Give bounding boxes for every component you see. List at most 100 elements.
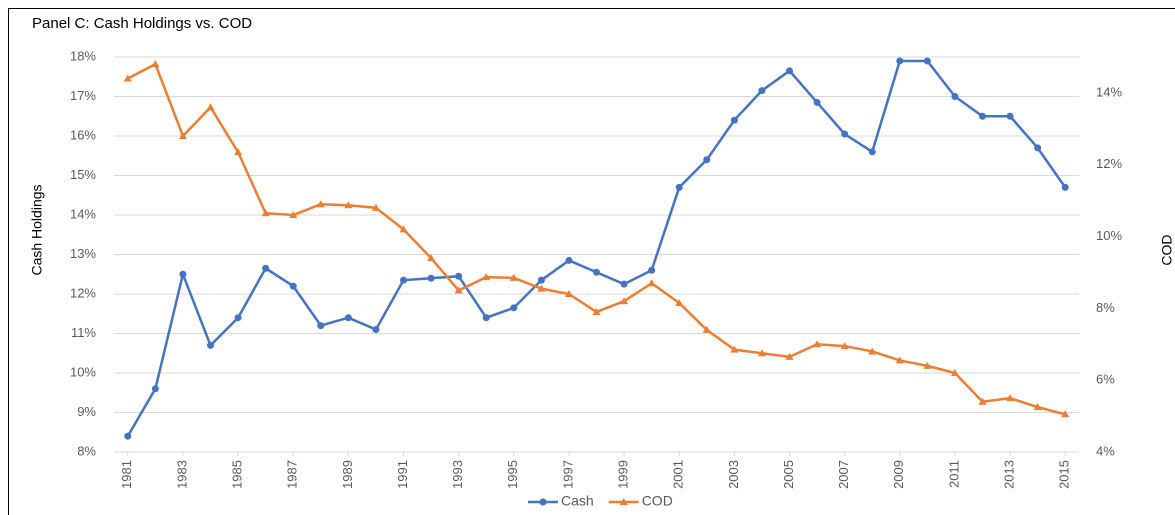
y-tick-label: 10% <box>70 364 96 379</box>
x-tick-label: 1997 <box>560 460 575 489</box>
y2-tick-label: 12% <box>1096 156 1122 171</box>
marker <box>151 385 159 393</box>
marker <box>675 298 684 306</box>
y-tick-label: 12% <box>70 285 96 300</box>
legend-marker <box>619 498 628 505</box>
x-tick-label: 1985 <box>230 460 245 489</box>
marker <box>179 270 187 278</box>
marker <box>730 116 738 124</box>
y2-tick-label: 14% <box>1096 84 1122 99</box>
marker <box>371 203 380 211</box>
y-tick-label: 17% <box>70 88 96 103</box>
marker <box>813 98 821 106</box>
marker <box>1006 394 1015 402</box>
y-tick-label: 16% <box>70 127 96 142</box>
chart-title: Panel C: Cash Holdings vs. COD <box>32 15 252 32</box>
marker <box>234 314 242 322</box>
chart-frame <box>8 8 1175 515</box>
marker <box>206 103 215 111</box>
marker <box>620 280 628 288</box>
marker <box>316 200 325 208</box>
marker <box>400 276 407 284</box>
marker <box>951 93 959 100</box>
marker <box>895 356 904 364</box>
marker <box>289 282 297 290</box>
marker <box>178 132 187 139</box>
marker <box>702 325 711 333</box>
marker <box>757 349 766 357</box>
y2-tick-label: 6% <box>1096 372 1115 387</box>
y-axis-title: Cash Holdings <box>29 184 45 275</box>
marker <box>813 340 822 348</box>
marker <box>647 279 656 287</box>
marker <box>427 274 435 282</box>
legend-label: COD <box>642 493 673 509</box>
marker <box>979 112 986 120</box>
x-tick-label: 1987 <box>285 460 300 489</box>
marker <box>372 326 380 334</box>
x-tick-label: 2013 <box>1002 460 1017 489</box>
marker <box>124 432 132 440</box>
marker <box>510 304 518 312</box>
marker <box>786 67 793 75</box>
y-tick-label: 8% <box>77 443 96 458</box>
marker <box>262 264 270 272</box>
marker <box>868 148 876 156</box>
marker <box>537 276 545 284</box>
marker <box>455 272 463 280</box>
y2-tick-label: 8% <box>1096 300 1115 315</box>
marker <box>289 211 298 218</box>
marker <box>950 369 959 376</box>
y2-tick-label: 10% <box>1096 228 1122 243</box>
legend-label: Cash <box>561 493 594 509</box>
marker <box>344 201 353 209</box>
marker <box>978 397 987 405</box>
y-tick-label: 13% <box>70 246 96 261</box>
marker <box>564 290 573 297</box>
marker <box>703 156 711 164</box>
y-tick-label: 15% <box>70 167 96 182</box>
marker <box>207 341 214 349</box>
y-tick-label: 9% <box>77 404 96 419</box>
marker <box>454 286 463 294</box>
x-tick-label: 1995 <box>505 460 520 489</box>
marker <box>234 148 243 156</box>
marker <box>592 307 601 315</box>
marker <box>482 314 490 322</box>
x-tick-label: 1981 <box>119 460 134 489</box>
marker <box>841 130 849 138</box>
marker <box>1033 403 1042 411</box>
marker <box>923 57 931 65</box>
marker <box>1034 144 1042 152</box>
x-tick-label: 2001 <box>671 460 686 489</box>
x-tick-label: 2003 <box>726 460 741 489</box>
marker <box>840 342 849 350</box>
marker <box>620 297 629 305</box>
marker <box>730 345 739 353</box>
marker <box>344 314 352 322</box>
x-tick-label: 2009 <box>891 460 906 489</box>
y-tick-label: 18% <box>70 48 96 63</box>
x-tick-label: 2015 <box>1057 460 1072 489</box>
x-tick-label: 2005 <box>781 460 796 489</box>
y-tick-label: 11% <box>71 325 96 340</box>
y-tick-label: 14% <box>70 206 96 221</box>
x-tick-label: 1993 <box>450 460 465 489</box>
marker <box>896 57 904 65</box>
marker <box>261 209 270 217</box>
x-tick-label: 1991 <box>395 460 410 489</box>
marker <box>648 266 656 274</box>
x-tick-label: 2007 <box>836 460 851 489</box>
marker <box>399 225 408 233</box>
y2-tick-label: 4% <box>1096 443 1115 458</box>
marker <box>675 183 683 191</box>
marker <box>868 347 877 355</box>
marker <box>758 87 766 95</box>
x-tick-label: 1989 <box>340 460 355 489</box>
marker <box>151 60 160 68</box>
marker <box>923 361 932 369</box>
legend-marker <box>539 498 547 506</box>
y2-axis-title: COD <box>1159 234 1175 265</box>
marker <box>123 74 132 82</box>
